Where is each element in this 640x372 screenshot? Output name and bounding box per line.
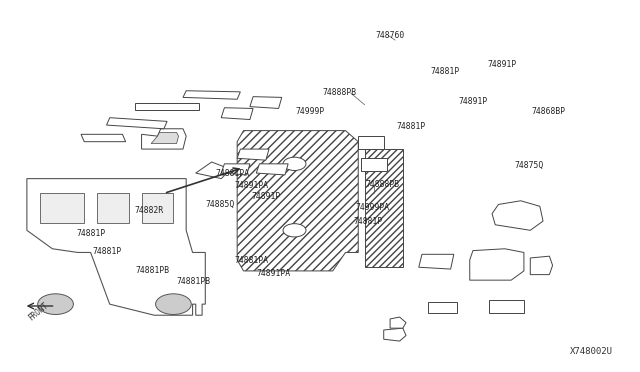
Polygon shape xyxy=(237,149,269,160)
Polygon shape xyxy=(256,164,288,175)
Polygon shape xyxy=(135,103,199,110)
Polygon shape xyxy=(492,201,543,230)
Polygon shape xyxy=(221,108,253,119)
Polygon shape xyxy=(365,149,403,267)
Text: 74881PA: 74881PA xyxy=(216,169,250,178)
Polygon shape xyxy=(221,164,250,175)
Text: 74881P: 74881P xyxy=(353,217,382,226)
Polygon shape xyxy=(419,254,454,269)
Circle shape xyxy=(38,294,74,314)
Polygon shape xyxy=(358,136,384,149)
Text: 74885Q: 74885Q xyxy=(205,201,234,209)
Text: 74891P: 74891P xyxy=(488,60,517,69)
Text: FRONT: FRONT xyxy=(27,301,50,323)
Polygon shape xyxy=(141,129,186,149)
Text: 74881P: 74881P xyxy=(93,247,122,256)
Polygon shape xyxy=(196,162,231,179)
Polygon shape xyxy=(81,134,125,142)
Polygon shape xyxy=(151,132,179,144)
Polygon shape xyxy=(531,256,552,275)
Polygon shape xyxy=(489,301,524,313)
Polygon shape xyxy=(362,158,387,171)
Polygon shape xyxy=(106,118,167,129)
Text: 74882R: 74882R xyxy=(134,206,163,215)
Text: 74881PB: 74881PB xyxy=(135,266,170,275)
Text: X748002U: X748002U xyxy=(570,347,613,356)
Polygon shape xyxy=(97,193,129,223)
Polygon shape xyxy=(141,193,173,223)
Text: 74891PA: 74891PA xyxy=(235,181,269,190)
Text: 74875Q: 74875Q xyxy=(515,160,543,170)
Polygon shape xyxy=(40,193,84,223)
Text: 74999P: 74999P xyxy=(296,107,325,116)
Text: 74891PA: 74891PA xyxy=(256,269,291,278)
Text: 74881PA: 74881PA xyxy=(234,256,268,266)
Text: 74891P: 74891P xyxy=(252,192,281,201)
Polygon shape xyxy=(250,97,282,109)
Circle shape xyxy=(283,224,306,237)
Text: 74891P: 74891P xyxy=(459,97,488,106)
Text: 74868BP: 74868BP xyxy=(532,107,566,116)
Polygon shape xyxy=(27,179,205,315)
Polygon shape xyxy=(428,302,457,313)
Text: 74881PB: 74881PB xyxy=(177,277,211,286)
Polygon shape xyxy=(237,131,358,271)
Polygon shape xyxy=(183,91,241,99)
Circle shape xyxy=(283,157,306,170)
Circle shape xyxy=(156,294,191,314)
Text: 74881P: 74881P xyxy=(396,122,426,131)
Text: 74881P: 74881P xyxy=(430,67,460,76)
Polygon shape xyxy=(470,249,524,280)
Text: 74999PA: 74999PA xyxy=(355,203,389,212)
Polygon shape xyxy=(384,328,406,341)
Text: 748760: 748760 xyxy=(376,31,404,40)
Polygon shape xyxy=(390,317,406,328)
Text: 74888PB: 74888PB xyxy=(323,89,356,97)
Text: 74888PB: 74888PB xyxy=(366,180,400,189)
Text: 74881P: 74881P xyxy=(77,229,106,238)
